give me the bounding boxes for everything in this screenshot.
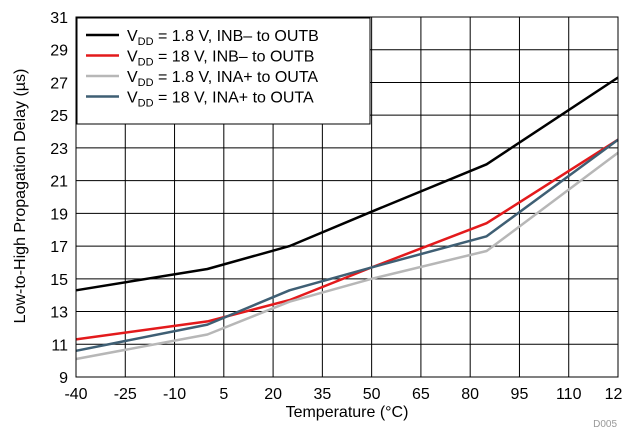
y-tick-label: 31	[50, 10, 68, 27]
x-tick-label: -10	[163, 386, 186, 403]
x-axis-title: Temperature (°C)	[286, 404, 409, 421]
y-tick-label: 27	[50, 75, 68, 92]
y-tick-label: 21	[50, 174, 68, 191]
series-line-2	[75, 138, 619, 341]
y-axis-title: Low-to-High Propagation Delay (µs)	[12, 69, 29, 324]
y-tick-label: 13	[50, 305, 68, 322]
legend-label: VDD = 18 V, INB– to OUTB	[127, 49, 314, 69]
legend-label: VDD = 18 V, INA+ to OUTA	[127, 90, 314, 110]
x-tick-label: 110	[556, 386, 582, 403]
legend-label: VDD = 1.8 V, INB– to OUTB	[127, 28, 319, 48]
y-tick-labels: 9 11 13 15 17 19 21 23 25 27 29 31	[50, 10, 68, 387]
y-tick-label: 19	[50, 206, 68, 223]
x-tick-label: 50	[363, 386, 381, 403]
y-tick-label: 11	[51, 337, 68, 354]
x-tick-labels: -40 -25 -10 5 20 35 50 65 80 95 110 125	[64, 386, 623, 403]
legend-box	[76, 17, 371, 125]
series-line-4	[75, 138, 619, 353]
x-tick-label: 80	[461, 386, 479, 403]
x-tick-label: 5	[219, 386, 228, 403]
y-tick-label: 9	[59, 370, 68, 387]
figure-code: D005	[593, 419, 617, 429]
legend-label: VDD = 1.8 V, INA+ to OUTA	[127, 69, 318, 89]
x-tick-label: 20	[264, 386, 282, 403]
x-tick-label: -40	[64, 386, 87, 403]
x-tick-label: -25	[114, 386, 137, 403]
series-line-1	[75, 76, 619, 292]
y-tick-label: 29	[50, 43, 68, 60]
y-tick-label: 25	[50, 108, 68, 125]
x-tick-label: 35	[313, 386, 331, 403]
x-tick-label: 65	[412, 386, 430, 403]
series-line-3	[75, 151, 619, 361]
series-lines	[75, 76, 619, 361]
y-tick-label: 23	[50, 141, 68, 158]
x-tick-label: 95	[511, 386, 529, 403]
plot-frame	[75, 16, 619, 378]
y-tick-label: 15	[50, 272, 68, 289]
x-tick-label: 125	[605, 386, 623, 403]
y-tick-label: 17	[50, 239, 68, 256]
